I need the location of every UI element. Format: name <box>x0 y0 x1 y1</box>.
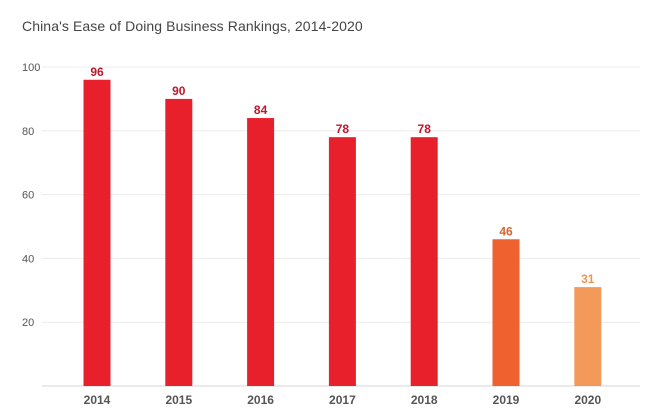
data-label: 78 <box>418 122 432 136</box>
x-tick-label: 2014 <box>84 393 111 407</box>
y-tick-label: 100 <box>22 62 40 74</box>
x-axis-ticks: 2014 2015 2016 2017 2018 2019 2020 <box>84 393 602 407</box>
data-label: 78 <box>336 122 350 136</box>
data-label: 84 <box>254 103 268 117</box>
x-tick-label: 2015 <box>165 393 192 407</box>
bars <box>83 79 602 387</box>
data-labels: 96 90 84 78 78 46 31 <box>90 65 594 286</box>
y-tick-label: 20 <box>22 317 34 329</box>
bar <box>492 239 520 386</box>
x-tick-label: 2020 <box>574 393 601 407</box>
data-label: 96 <box>90 65 104 79</box>
bar <box>165 98 193 387</box>
data-label: 90 <box>172 84 186 98</box>
bar <box>83 79 111 386</box>
data-label: 46 <box>499 224 513 238</box>
x-tick-label: 2019 <box>493 393 520 407</box>
x-tick-label: 2018 <box>411 393 438 407</box>
y-tick-label: 40 <box>22 253 34 265</box>
chart-title: China's Ease of Doing Business Rankings,… <box>22 18 363 34</box>
y-tick-label: 80 <box>22 126 34 138</box>
y-tick-label: 60 <box>22 190 34 202</box>
bar <box>574 287 602 386</box>
x-tick-label: 2016 <box>247 393 274 407</box>
bar <box>410 137 438 386</box>
bar <box>247 118 275 386</box>
bar <box>328 137 356 386</box>
x-tick-label: 2017 <box>329 393 356 407</box>
data-label: 31 <box>581 272 595 286</box>
y-axis-ticks: 20 40 60 80 100 <box>22 62 40 329</box>
